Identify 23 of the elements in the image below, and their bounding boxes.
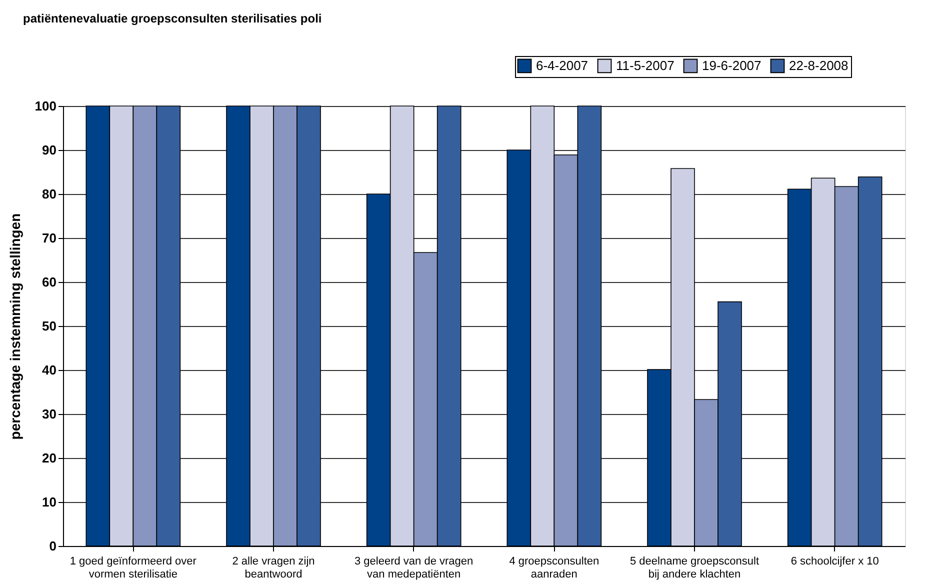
- y-tick-label: 50: [42, 318, 56, 334]
- x-tick-label: 6 schoolcijfer x 10: [790, 556, 879, 568]
- y-tick-label: 0: [49, 538, 56, 554]
- legend-label: 19-6-2007: [702, 58, 762, 73]
- x-tick-label: 4 groepsconsulten aanraden: [509, 556, 600, 580]
- y-tick-label: 70: [42, 230, 56, 246]
- x-tick-label: 3 geleerd van de vragen van medepatiënten: [354, 556, 474, 580]
- y-tick-label: 10: [42, 494, 56, 510]
- y-tick-label: 30: [42, 406, 56, 422]
- x-tick-label: 2 alle vragen zijn beantwoord: [232, 556, 315, 580]
- y-tick-label: 20: [42, 450, 56, 466]
- y-tick-label: 80: [42, 186, 56, 202]
- y-tick-label: 100: [34, 98, 56, 114]
- y-tick-label: 40: [42, 362, 56, 378]
- legend-label: 6-4-2007: [536, 58, 588, 73]
- legend-label: 22-8-2008: [789, 58, 848, 73]
- chart-title: patiëntenevaluatie groepsconsulten sterilisaties poli: [23, 12, 322, 26]
- legend-label: 11-5-2007: [616, 58, 674, 73]
- y-tick-label: 60: [42, 274, 56, 290]
- y-tick-label: 90: [42, 142, 56, 158]
- x-tick-label: 5 deelname groepsconsult bij andere klachten: [630, 556, 760, 580]
- y-axis-title: percentage instemming stellingen: [6, 213, 23, 440]
- x-tick-label: 1 goed geïnformeerd over vormen sterilisatie: [70, 556, 197, 580]
